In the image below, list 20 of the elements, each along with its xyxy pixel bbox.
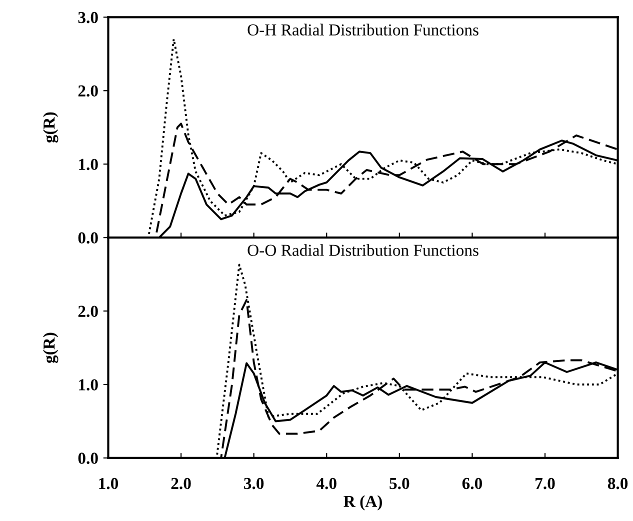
y-axis-title: g(R) — [43, 112, 58, 143]
x-tick-label: 2.0 — [171, 478, 191, 490]
y-tick-label: 0.0 — [78, 452, 98, 464]
y-tick-label: 3.0 — [78, 12, 98, 24]
x-axis-title: R (A) — [344, 495, 382, 510]
y-axis-title: g(R) — [43, 332, 58, 364]
x-tick-label: 1.0 — [99, 478, 118, 490]
x-tick-label: 6.0 — [462, 478, 482, 490]
y-tick-label: 2.0 — [78, 85, 98, 97]
y-tick-label: 2.0 — [78, 306, 98, 318]
chart-title: O-O Radial Distribution Functions — [248, 244, 478, 256]
x-tick-label: 8.0 — [608, 478, 628, 490]
y-tick-label: 1.0 — [79, 158, 98, 170]
x-tick-label: 7.0 — [536, 478, 555, 490]
y-tick-label: 0.0 — [78, 232, 98, 244]
x-tick-label: 5.0 — [390, 478, 410, 490]
chart-title: O-H Radial Distribution Functions — [248, 24, 478, 36]
x-tick-label: 4.0 — [316, 478, 336, 490]
y-tick-label: 1.0 — [79, 379, 98, 391]
x-tick-label: 3.0 — [244, 478, 264, 490]
